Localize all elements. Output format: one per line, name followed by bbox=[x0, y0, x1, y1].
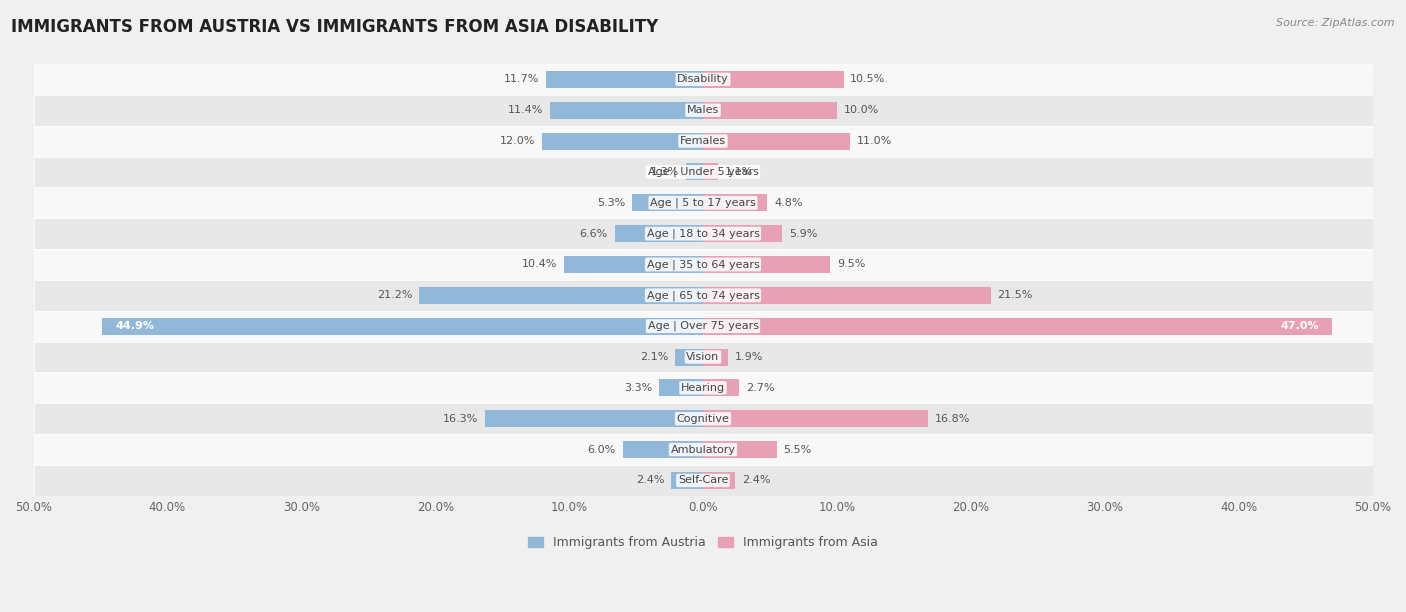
Text: 1.1%: 1.1% bbox=[724, 167, 752, 177]
Bar bbox=[34, 311, 1372, 341]
Bar bbox=[703, 410, 928, 427]
Text: Age | 18 to 34 years: Age | 18 to 34 years bbox=[647, 228, 759, 239]
Text: Cognitive: Cognitive bbox=[676, 414, 730, 424]
Bar bbox=[623, 441, 703, 458]
Bar bbox=[34, 125, 1372, 157]
Bar bbox=[703, 102, 837, 119]
Text: IMMIGRANTS FROM AUSTRIA VS IMMIGRANTS FROM ASIA DISABILITY: IMMIGRANTS FROM AUSTRIA VS IMMIGRANTS FR… bbox=[11, 18, 658, 36]
Text: 5.3%: 5.3% bbox=[598, 198, 626, 208]
Text: 10.5%: 10.5% bbox=[851, 75, 886, 84]
Text: 6.0%: 6.0% bbox=[588, 444, 616, 455]
Bar bbox=[703, 318, 1333, 335]
Bar bbox=[703, 379, 740, 397]
Bar bbox=[543, 133, 703, 149]
Text: 5.5%: 5.5% bbox=[783, 444, 811, 455]
Bar bbox=[671, 472, 703, 489]
Text: Age | Under 5 years: Age | Under 5 years bbox=[648, 166, 758, 177]
Bar bbox=[34, 157, 1372, 187]
Text: 4.8%: 4.8% bbox=[773, 198, 803, 208]
Bar bbox=[419, 287, 703, 304]
Bar bbox=[34, 95, 1372, 125]
Text: Ambulatory: Ambulatory bbox=[671, 444, 735, 455]
Text: 11.0%: 11.0% bbox=[858, 136, 893, 146]
Bar bbox=[34, 465, 1372, 496]
Bar bbox=[34, 373, 1372, 403]
Text: Source: ZipAtlas.com: Source: ZipAtlas.com bbox=[1277, 18, 1395, 28]
Text: 21.2%: 21.2% bbox=[377, 290, 412, 300]
Text: 2.4%: 2.4% bbox=[742, 476, 770, 485]
Bar bbox=[703, 472, 735, 489]
Text: 11.4%: 11.4% bbox=[509, 105, 544, 115]
Bar bbox=[34, 187, 1372, 218]
Text: Disability: Disability bbox=[678, 75, 728, 84]
Bar bbox=[34, 434, 1372, 465]
Bar bbox=[703, 287, 991, 304]
Text: 47.0%: 47.0% bbox=[1281, 321, 1319, 331]
Text: Self-Care: Self-Care bbox=[678, 476, 728, 485]
Bar bbox=[485, 410, 703, 427]
Text: 1.3%: 1.3% bbox=[651, 167, 679, 177]
Text: 1.9%: 1.9% bbox=[735, 352, 763, 362]
Bar bbox=[659, 379, 703, 397]
Bar bbox=[34, 403, 1372, 434]
Text: Hearing: Hearing bbox=[681, 383, 725, 393]
Text: 10.0%: 10.0% bbox=[844, 105, 879, 115]
Bar bbox=[703, 225, 782, 242]
Bar bbox=[703, 133, 851, 149]
Bar bbox=[34, 249, 1372, 280]
Text: 5.9%: 5.9% bbox=[789, 229, 817, 239]
Text: 2.4%: 2.4% bbox=[636, 476, 664, 485]
Bar bbox=[614, 225, 703, 242]
Bar bbox=[703, 256, 830, 273]
Bar bbox=[703, 194, 768, 211]
Bar bbox=[34, 218, 1372, 249]
Text: 21.5%: 21.5% bbox=[998, 290, 1033, 300]
Legend: Immigrants from Austria, Immigrants from Asia: Immigrants from Austria, Immigrants from… bbox=[523, 531, 883, 554]
Bar bbox=[101, 318, 703, 335]
Text: Vision: Vision bbox=[686, 352, 720, 362]
Bar bbox=[550, 102, 703, 119]
Bar bbox=[675, 349, 703, 365]
Text: 16.3%: 16.3% bbox=[443, 414, 478, 424]
Text: 3.3%: 3.3% bbox=[624, 383, 652, 393]
Bar bbox=[547, 71, 703, 88]
Text: Females: Females bbox=[681, 136, 725, 146]
Bar bbox=[703, 71, 844, 88]
Text: Males: Males bbox=[688, 105, 718, 115]
Bar bbox=[633, 194, 703, 211]
Text: 12.0%: 12.0% bbox=[501, 136, 536, 146]
Text: 2.1%: 2.1% bbox=[640, 352, 668, 362]
Bar bbox=[703, 163, 717, 181]
Text: 16.8%: 16.8% bbox=[935, 414, 970, 424]
Text: 9.5%: 9.5% bbox=[837, 259, 865, 269]
Text: Age | 5 to 17 years: Age | 5 to 17 years bbox=[650, 198, 756, 208]
Bar bbox=[34, 280, 1372, 311]
Bar bbox=[703, 349, 728, 365]
Bar bbox=[703, 441, 776, 458]
Text: Age | Over 75 years: Age | Over 75 years bbox=[648, 321, 758, 332]
Bar bbox=[34, 341, 1372, 373]
Text: 10.4%: 10.4% bbox=[522, 259, 557, 269]
Text: 6.6%: 6.6% bbox=[579, 229, 607, 239]
Bar bbox=[34, 64, 1372, 95]
Text: Age | 65 to 74 years: Age | 65 to 74 years bbox=[647, 290, 759, 300]
Text: 44.9%: 44.9% bbox=[115, 321, 155, 331]
Text: 2.7%: 2.7% bbox=[745, 383, 775, 393]
Bar bbox=[564, 256, 703, 273]
Text: Age | 35 to 64 years: Age | 35 to 64 years bbox=[647, 259, 759, 270]
Text: 11.7%: 11.7% bbox=[505, 75, 540, 84]
Bar bbox=[686, 163, 703, 181]
